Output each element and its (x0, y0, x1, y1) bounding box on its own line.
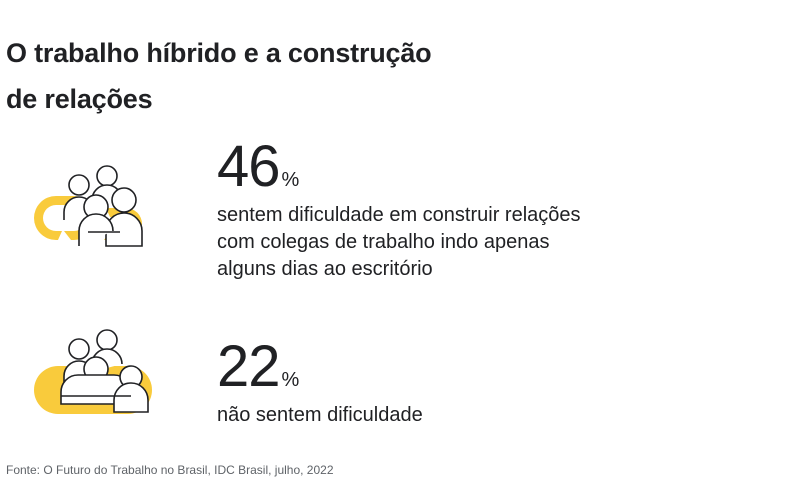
stat-description-line: alguns dias ao escritório (217, 258, 433, 280)
stat-value: 22 (217, 334, 281, 399)
stat-description-line: com colegas de trabalho indo apenas (217, 231, 550, 253)
stat-value-row: 46 % (217, 138, 637, 196)
people-connected-link-icon (34, 329, 152, 414)
stat-value: 46 (217, 134, 281, 199)
stat-unit: % (281, 169, 300, 191)
stat-block-2: 22 % não sentem dificuldade (217, 338, 637, 429)
stat-description-line: não sentem dificuldade (217, 404, 423, 426)
page-title-line-2: de relações (6, 84, 153, 114)
stat-value-row: 22 % (217, 338, 637, 396)
page-title-line-1: O trabalho híbrido e a construção (6, 38, 432, 68)
stat-description: não sentem dificuldade (217, 402, 637, 429)
stat-description-line: sentem dificuldade em construir relações (217, 204, 581, 226)
stat-description: sentem dificuldade em construir relações… (217, 202, 637, 283)
source-note: Fonte: O Futuro do Trabalho no Brasil, I… (6, 463, 334, 477)
people-broken-link-icon (34, 165, 143, 247)
page-title: O trabalho híbrido e a construção de rel… (6, 30, 526, 122)
stat-block-1: 46 % sentem dificuldade em construir rel… (217, 138, 637, 283)
stat-unit: % (281, 369, 300, 391)
